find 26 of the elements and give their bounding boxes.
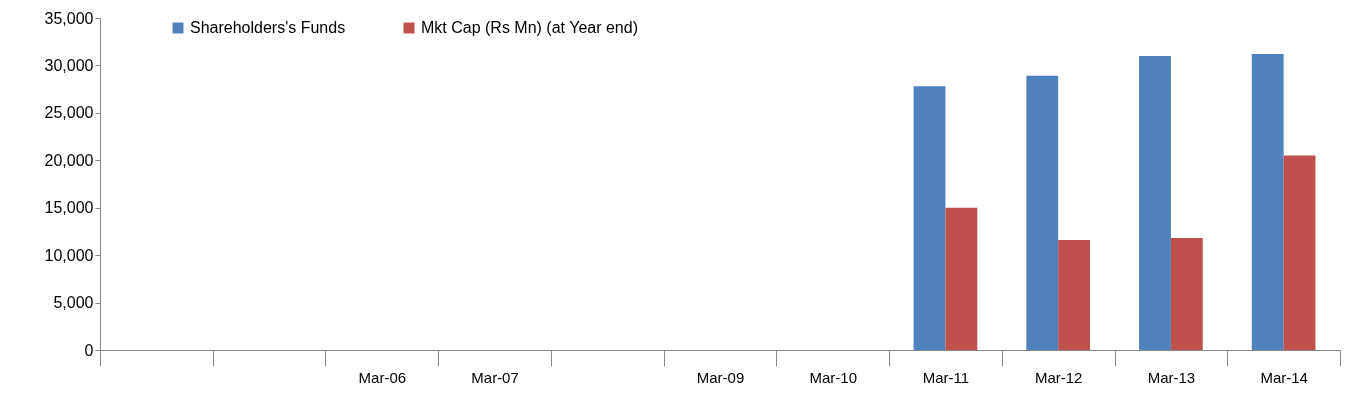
bar (1251, 54, 1284, 350)
y-tick-label: 25,000 (44, 104, 94, 122)
y-tick-label: 10,000 (44, 246, 94, 264)
y-tick-label: 20,000 (44, 151, 94, 169)
x-tick-label: Mar-10 (809, 368, 857, 386)
bar (1139, 55, 1171, 350)
x-tick-label: Mar-14 (1260, 368, 1308, 386)
bar (945, 207, 978, 350)
bar (1026, 75, 1059, 350)
x-tick-label: Mar-07 (471, 368, 519, 386)
x-tick-label: Mar-09 (696, 368, 745, 386)
y-tick-label: 35,000 (44, 9, 94, 27)
bar (1283, 155, 1316, 350)
x-tick-label: Mar-12 (1034, 368, 1083, 386)
y-tick-label: 5,000 (53, 294, 94, 312)
legend-label: Shareholders's Funds (190, 19, 346, 36)
x-tick-label: Mar-06 (358, 368, 407, 386)
y-tick-label: 0 (84, 341, 94, 359)
x-tick-label: Mar-11 (922, 368, 970, 386)
y-tick-label: 30,000 (44, 56, 94, 74)
bar (913, 86, 946, 350)
bar (1058, 239, 1091, 350)
bar (1170, 238, 1203, 350)
x-tick-label: Mar-13 (1147, 368, 1196, 386)
legend-label: Mkt Cap (Rs Mn) (at Year end) (421, 19, 638, 36)
y-tick-label: 15,000 (44, 199, 94, 217)
